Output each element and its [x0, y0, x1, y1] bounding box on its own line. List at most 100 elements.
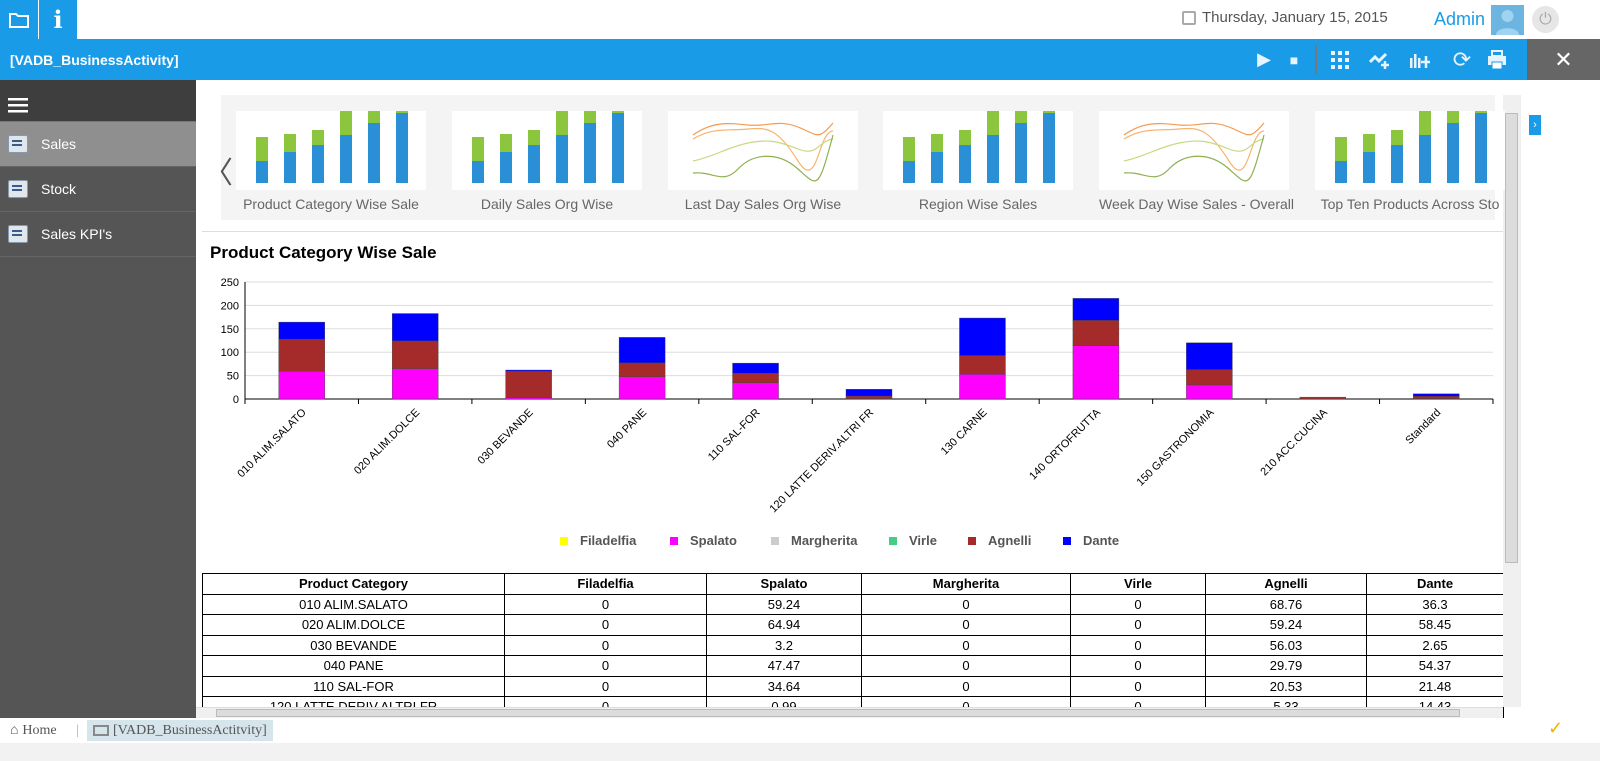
column-header[interactable]: Filadelfia [504, 573, 707, 595]
table-cell: 59.24 [1205, 614, 1367, 636]
bar-segment-spalato[interactable] [505, 397, 552, 400]
chart-thumbnail [1099, 111, 1289, 190]
table-row: 110 SAL-FOR 0 34.64 0 0 20.53 21.48 [202, 675, 1504, 697]
bar-segment-agnelli[interactable] [1072, 320, 1120, 346]
info-icon[interactable]: i [39, 0, 77, 39]
legend-label: Spalato [690, 533, 737, 548]
legend-swatch [1063, 536, 1071, 545]
y-tick-label: 150 [221, 324, 239, 336]
carousel-item[interactable]: Product Category Wise Sale [236, 111, 426, 212]
horizontal-scroll-thumb[interactable] [216, 709, 1460, 717]
bar-segment-dante[interactable] [505, 369, 552, 372]
hamburger-icon[interactable] [8, 98, 28, 114]
bar-segment-agnelli[interactable] [959, 355, 1006, 375]
column-header[interactable]: Virle [1070, 573, 1206, 595]
carousel-item[interactable]: Region Wise Sales [883, 111, 1073, 212]
play-icon[interactable]: ▶ [1257, 49, 1271, 69]
bar-segment-agnelli[interactable] [391, 340, 439, 369]
refresh-icon[interactable]: ⟳ [1452, 46, 1472, 72]
carousel-prev-icon[interactable]: 〈 [203, 157, 233, 190]
chart-thumbnail [668, 111, 858, 190]
x-tick-label: 020 ALIM.DOLCE [352, 407, 422, 477]
print-icon[interactable] [1482, 39, 1512, 80]
bar-segment-spalato[interactable] [1186, 384, 1233, 400]
bar-segment-dante[interactable] [959, 317, 1006, 356]
bar-segment-dante[interactable] [1072, 298, 1120, 321]
table-row: 020 ALIM.DOLCE 0 64.94 0 0 59.24 58.45 [202, 614, 1504, 636]
bar-segment-agnelli[interactable] [732, 372, 779, 383]
carousel-item[interactable]: Daily Sales Org Wise [452, 111, 642, 212]
bar-segment-agnelli[interactable] [1413, 395, 1460, 399]
legend-item[interactable]: Agnelli [968, 533, 1063, 548]
carousel-item-label: Daily Sales Org Wise [480, 196, 614, 212]
legend-item[interactable]: Filadelfia [560, 533, 670, 548]
x-tick-label: 120 LATTE DERIV.ALTRI FR [767, 407, 876, 516]
bar-segment-agnelli[interactable] [845, 395, 893, 399]
legend-item[interactable]: Margherita [771, 533, 889, 548]
sidebar-item-stock[interactable]: Stock [0, 167, 196, 212]
x-tick-label: 030 BEVANDE [476, 407, 536, 467]
legend-item[interactable]: Spalato [670, 533, 771, 548]
table-cell: 0 [1070, 593, 1206, 615]
folder-icon[interactable] [0, 0, 38, 39]
add-line-chart-icon[interactable] [1365, 39, 1395, 80]
column-header[interactable]: Dante [1366, 573, 1504, 595]
bar-segment-dante[interactable] [1413, 393, 1460, 397]
grid-icon[interactable] [1325, 39, 1355, 80]
legend-item[interactable]: Dante [1063, 533, 1123, 548]
tab-business-activity[interactable]: [VADB_BusinessActitvity] [87, 720, 273, 741]
table-cell: 0 [504, 593, 707, 615]
bar-segment-dante[interactable] [391, 313, 439, 342]
bar-segment-spalato[interactable] [618, 376, 666, 400]
bar-segment-dante[interactable] [278, 321, 325, 340]
bar-segment-agnelli[interactable] [278, 338, 325, 372]
bar-segment-agnelli[interactable] [1299, 396, 1347, 400]
y-tick-label: 0 [233, 394, 239, 406]
column-header[interactable]: Margherita [861, 573, 1071, 595]
sidebar-item-sales[interactable]: Sales [0, 122, 196, 167]
carousel-item[interactable]: Top Ten Products Across Sto [1315, 111, 1505, 212]
vertical-scroll-thumb[interactable] [1505, 113, 1518, 563]
bar-segment-agnelli[interactable] [1186, 369, 1233, 386]
power-icon[interactable]: ⏻ [1532, 6, 1559, 33]
bar-segment-agnelli[interactable] [618, 362, 666, 377]
bar-segment-dante[interactable] [618, 337, 666, 364]
bar-segment-agnelli[interactable] [505, 371, 552, 398]
close-button[interactable]: ✕ [1527, 39, 1600, 80]
column-header[interactable]: Agnelli [1205, 573, 1367, 595]
legend-item[interactable]: Virle [889, 533, 968, 548]
bar-segment-spalato[interactable] [959, 373, 1006, 400]
carousel-item[interactable]: Last Day Sales Org Wise [668, 111, 858, 212]
bar-segment-spalato[interactable] [278, 371, 325, 400]
home-tab[interactable]: ⌂ Home [10, 723, 57, 739]
bar-segment-dante[interactable] [732, 362, 779, 374]
menu-toggle[interactable] [0, 80, 196, 122]
carousel-item-label: Week Day Wise Sales - Overall [1099, 196, 1295, 212]
bar-segment-dante[interactable] [1186, 342, 1233, 370]
table-cell: 21.48 [1366, 675, 1504, 697]
sidebar [0, 80, 196, 718]
chart-thumbnail [883, 111, 1073, 190]
table-cell: 0 [861, 675, 1071, 697]
bar-segment-spalato[interactable] [391, 368, 439, 400]
carousel-item-label: Last Day Sales Org Wise [684, 196, 842, 212]
report-icon [8, 225, 28, 243]
legend-swatch [670, 536, 678, 545]
carousel-item[interactable]: Week Day Wise Sales - Overall [1099, 111, 1295, 212]
x-tick-label: 210 ACC.CUCINA [1258, 406, 1330, 478]
x-tick-label: 130 CARNE [939, 407, 990, 458]
column-header[interactable]: Product Category [202, 573, 505, 595]
carousel-item-label: Top Ten Products Across Sto [1320, 196, 1500, 212]
user-name[interactable]: Admin [1434, 9, 1486, 29]
bar-segment-spalato[interactable] [732, 382, 779, 400]
expand-panel-icon[interactable]: › [1529, 115, 1541, 135]
add-bar-chart-icon[interactable] [1405, 39, 1435, 80]
bar-segment-dante[interactable] [845, 389, 893, 397]
bar-segment-spalato[interactable] [1072, 345, 1120, 400]
legend-label: Filadelfia [580, 533, 637, 548]
avatar[interactable] [1491, 5, 1524, 35]
report-icon [8, 135, 28, 153]
sidebar-item-sales-kpis[interactable]: Sales KPI's [0, 212, 196, 257]
stop-icon[interactable]: ■ [1289, 51, 1299, 68]
column-header[interactable]: Spalato [706, 573, 862, 595]
